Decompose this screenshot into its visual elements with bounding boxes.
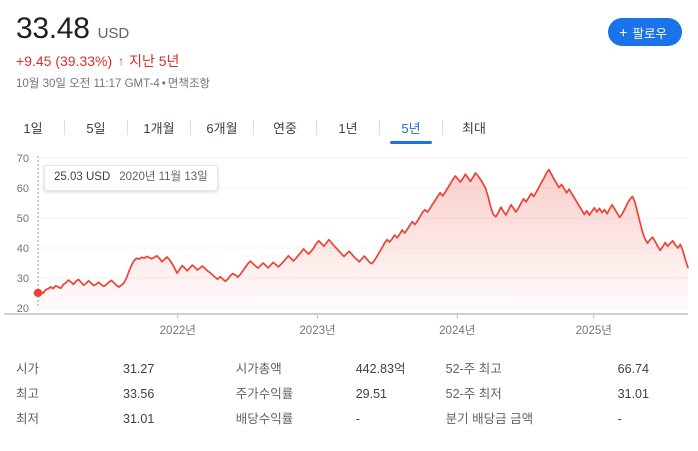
meta-separator: •: [161, 78, 166, 90]
tab-wrap-6: 5년: [390, 118, 432, 144]
stat-row: 주가수익률 29.51: [236, 383, 446, 408]
plus-icon: +: [619, 24, 628, 40]
disclaimer-link[interactable]: 면책조항: [167, 78, 211, 90]
tab-1y[interactable]: 1년: [331, 118, 365, 144]
stat-value-52w-low: 31.01: [617, 387, 649, 401]
y-axis-tick-label: 60: [17, 183, 29, 195]
tab-1d[interactable]: 1일: [16, 118, 50, 144]
stats-column-3: 52-주 최고 66.74 52-주 최저 31.01 분기 배당금 금액 -: [446, 358, 682, 433]
currency-label: USD: [97, 25, 130, 42]
tab-5y[interactable]: 5년: [390, 118, 432, 144]
stat-label-52w-low: 52-주 최저: [445, 387, 502, 401]
tab-divider: [379, 120, 380, 135]
x-axis-tick-label: 2023년: [299, 324, 335, 337]
y-axis-tick-label: 70: [17, 153, 29, 165]
stat-row: 52-주 최저 31.01: [446, 383, 682, 408]
tab-wrap-1: 5일: [79, 118, 113, 144]
tab-wrap-2: 1개월: [142, 118, 176, 144]
stat-value-open: 31.27: [123, 362, 155, 376]
stats-column-1: 시가 31.27 최고 33.56 최저 31.01: [16, 358, 236, 433]
stat-label-quarterly-dividend: 분기 배당금 금액: [445, 412, 534, 426]
stat-row: 52-주 최고 66.74: [446, 358, 682, 383]
trend-up-arrow-icon: ↑: [118, 54, 125, 68]
tooltip-date: 2020년 11월 13일: [119, 171, 208, 183]
x-axis-tick-label: 2024년: [439, 324, 475, 337]
tab-wrap-4: 연중: [268, 118, 302, 144]
range-tabs: 1일 5일 1개월 6개월 연중 1년 5년 최대: [0, 108, 698, 144]
current-price: 33.48: [16, 12, 90, 45]
stat-value-quarterly-dividend: -: [617, 412, 622, 426]
tab-wrap-7: 최대: [457, 118, 491, 144]
price-change-value: +9.45 (39.33%): [16, 53, 113, 69]
tab-divider: [127, 120, 128, 135]
stat-row: 시가총액 442.83억: [236, 358, 446, 383]
tab-6m[interactable]: 6개월: [205, 118, 239, 144]
x-axis-tick-label: 2022년: [160, 324, 196, 337]
follow-button-label: 팔로우: [632, 26, 667, 41]
stat-label-high: 최고: [16, 387, 40, 401]
stat-value-dividend-yield: -: [355, 412, 360, 426]
tab-max[interactable]: 최대: [457, 118, 491, 144]
price-change-period: 지난 5년: [129, 53, 180, 69]
stat-value-high: 33.56: [123, 387, 155, 401]
stat-label-52w-high: 52-주 최고: [445, 362, 502, 376]
tab-ytd[interactable]: 연중: [268, 118, 302, 144]
tab-5d[interactable]: 5일: [79, 118, 113, 144]
stat-row: 배당수익률 -: [236, 408, 446, 433]
tab-divider: [316, 120, 317, 135]
y-axis-tick-label: 20: [17, 303, 29, 315]
tab-divider: [190, 120, 191, 135]
tab-divider: [64, 120, 65, 135]
tab-wrap-5: 1년: [331, 118, 365, 144]
tab-divider: [253, 120, 254, 135]
tooltip-price: 25.03 USD: [54, 171, 111, 183]
y-axis-tick-label: 40: [17, 243, 29, 255]
quote-header: 33.48 USD +9.45 (39.33%) ↑ 지난 5년 10월 30일…: [0, 0, 698, 92]
y-axis-tick-label: 50: [17, 213, 29, 225]
stats-table: 시가 31.27 최고 33.56 최저 31.01 시가총액 442.83억 …: [0, 348, 698, 433]
stat-label-low: 최저: [16, 412, 40, 426]
stat-label-open: 시가: [16, 362, 40, 376]
chart-area-fill: [38, 169, 688, 308]
x-axis-tick-label: 2025년: [576, 324, 612, 337]
stat-label-pe-ratio: 주가수익률: [235, 387, 294, 401]
y-axis-tick-label: 30: [17, 273, 29, 285]
stat-row: 최고 33.56: [16, 383, 236, 408]
tab-1m[interactable]: 1개월: [142, 118, 176, 144]
tab-divider: [442, 120, 443, 135]
stat-value-pe-ratio: 29.51: [355, 387, 387, 401]
chart-x-axis-ticks: [177, 314, 595, 319]
stats-column-2: 시가총액 442.83억 주가수익률 29.51 배당수익률 -: [236, 358, 446, 433]
chart-marker-dot: [33, 288, 43, 298]
chart-line: [37, 168, 689, 295]
price-chart[interactable]: 70 60 50 40 30 20 2022년 2023년 2024년 2025년 25.03 …: [0, 148, 698, 348]
quote-timestamp: 10월 30일 오전 11:17 GMT-4: [16, 78, 160, 90]
follow-button[interactable]: + 팔로우: [608, 18, 682, 46]
stat-value-low: 31.01: [123, 412, 155, 426]
stat-row: 시가 31.27: [16, 358, 236, 383]
stat-label-market-cap: 시가총액: [235, 362, 282, 376]
price-chart-svg[interactable]: 70 60 50 40 30 20 2022년 2023년 2024년 2025년: [0, 148, 698, 348]
chart-y-axis-labels: 70 60 50 40 30 20: [17, 153, 29, 315]
stat-value-52w-high: 66.74: [617, 362, 649, 376]
price-row: 33.48 USD: [16, 12, 682, 46]
quote-meta-row: 10월 30일 오전 11:17 GMT-4 • 면책조항: [16, 77, 682, 92]
chart-tooltip: 25.03 USD 2020년 11월 13일: [44, 165, 218, 191]
stat-row: 분기 배당금 금액 -: [446, 408, 682, 433]
tab-wrap-0: 1일: [16, 118, 50, 144]
stat-value-market-cap: 442.83억: [355, 362, 406, 376]
stat-row: 최저 31.01: [16, 408, 236, 433]
tab-wrap-3: 6개월: [205, 118, 239, 144]
chart-x-axis-labels: 2022년 2023년 2024년 2025년: [160, 324, 612, 337]
price-change-row: +9.45 (39.33%) ↑ 지난 5년: [16, 52, 682, 70]
stat-label-dividend-yield: 배당수익률: [235, 412, 294, 426]
